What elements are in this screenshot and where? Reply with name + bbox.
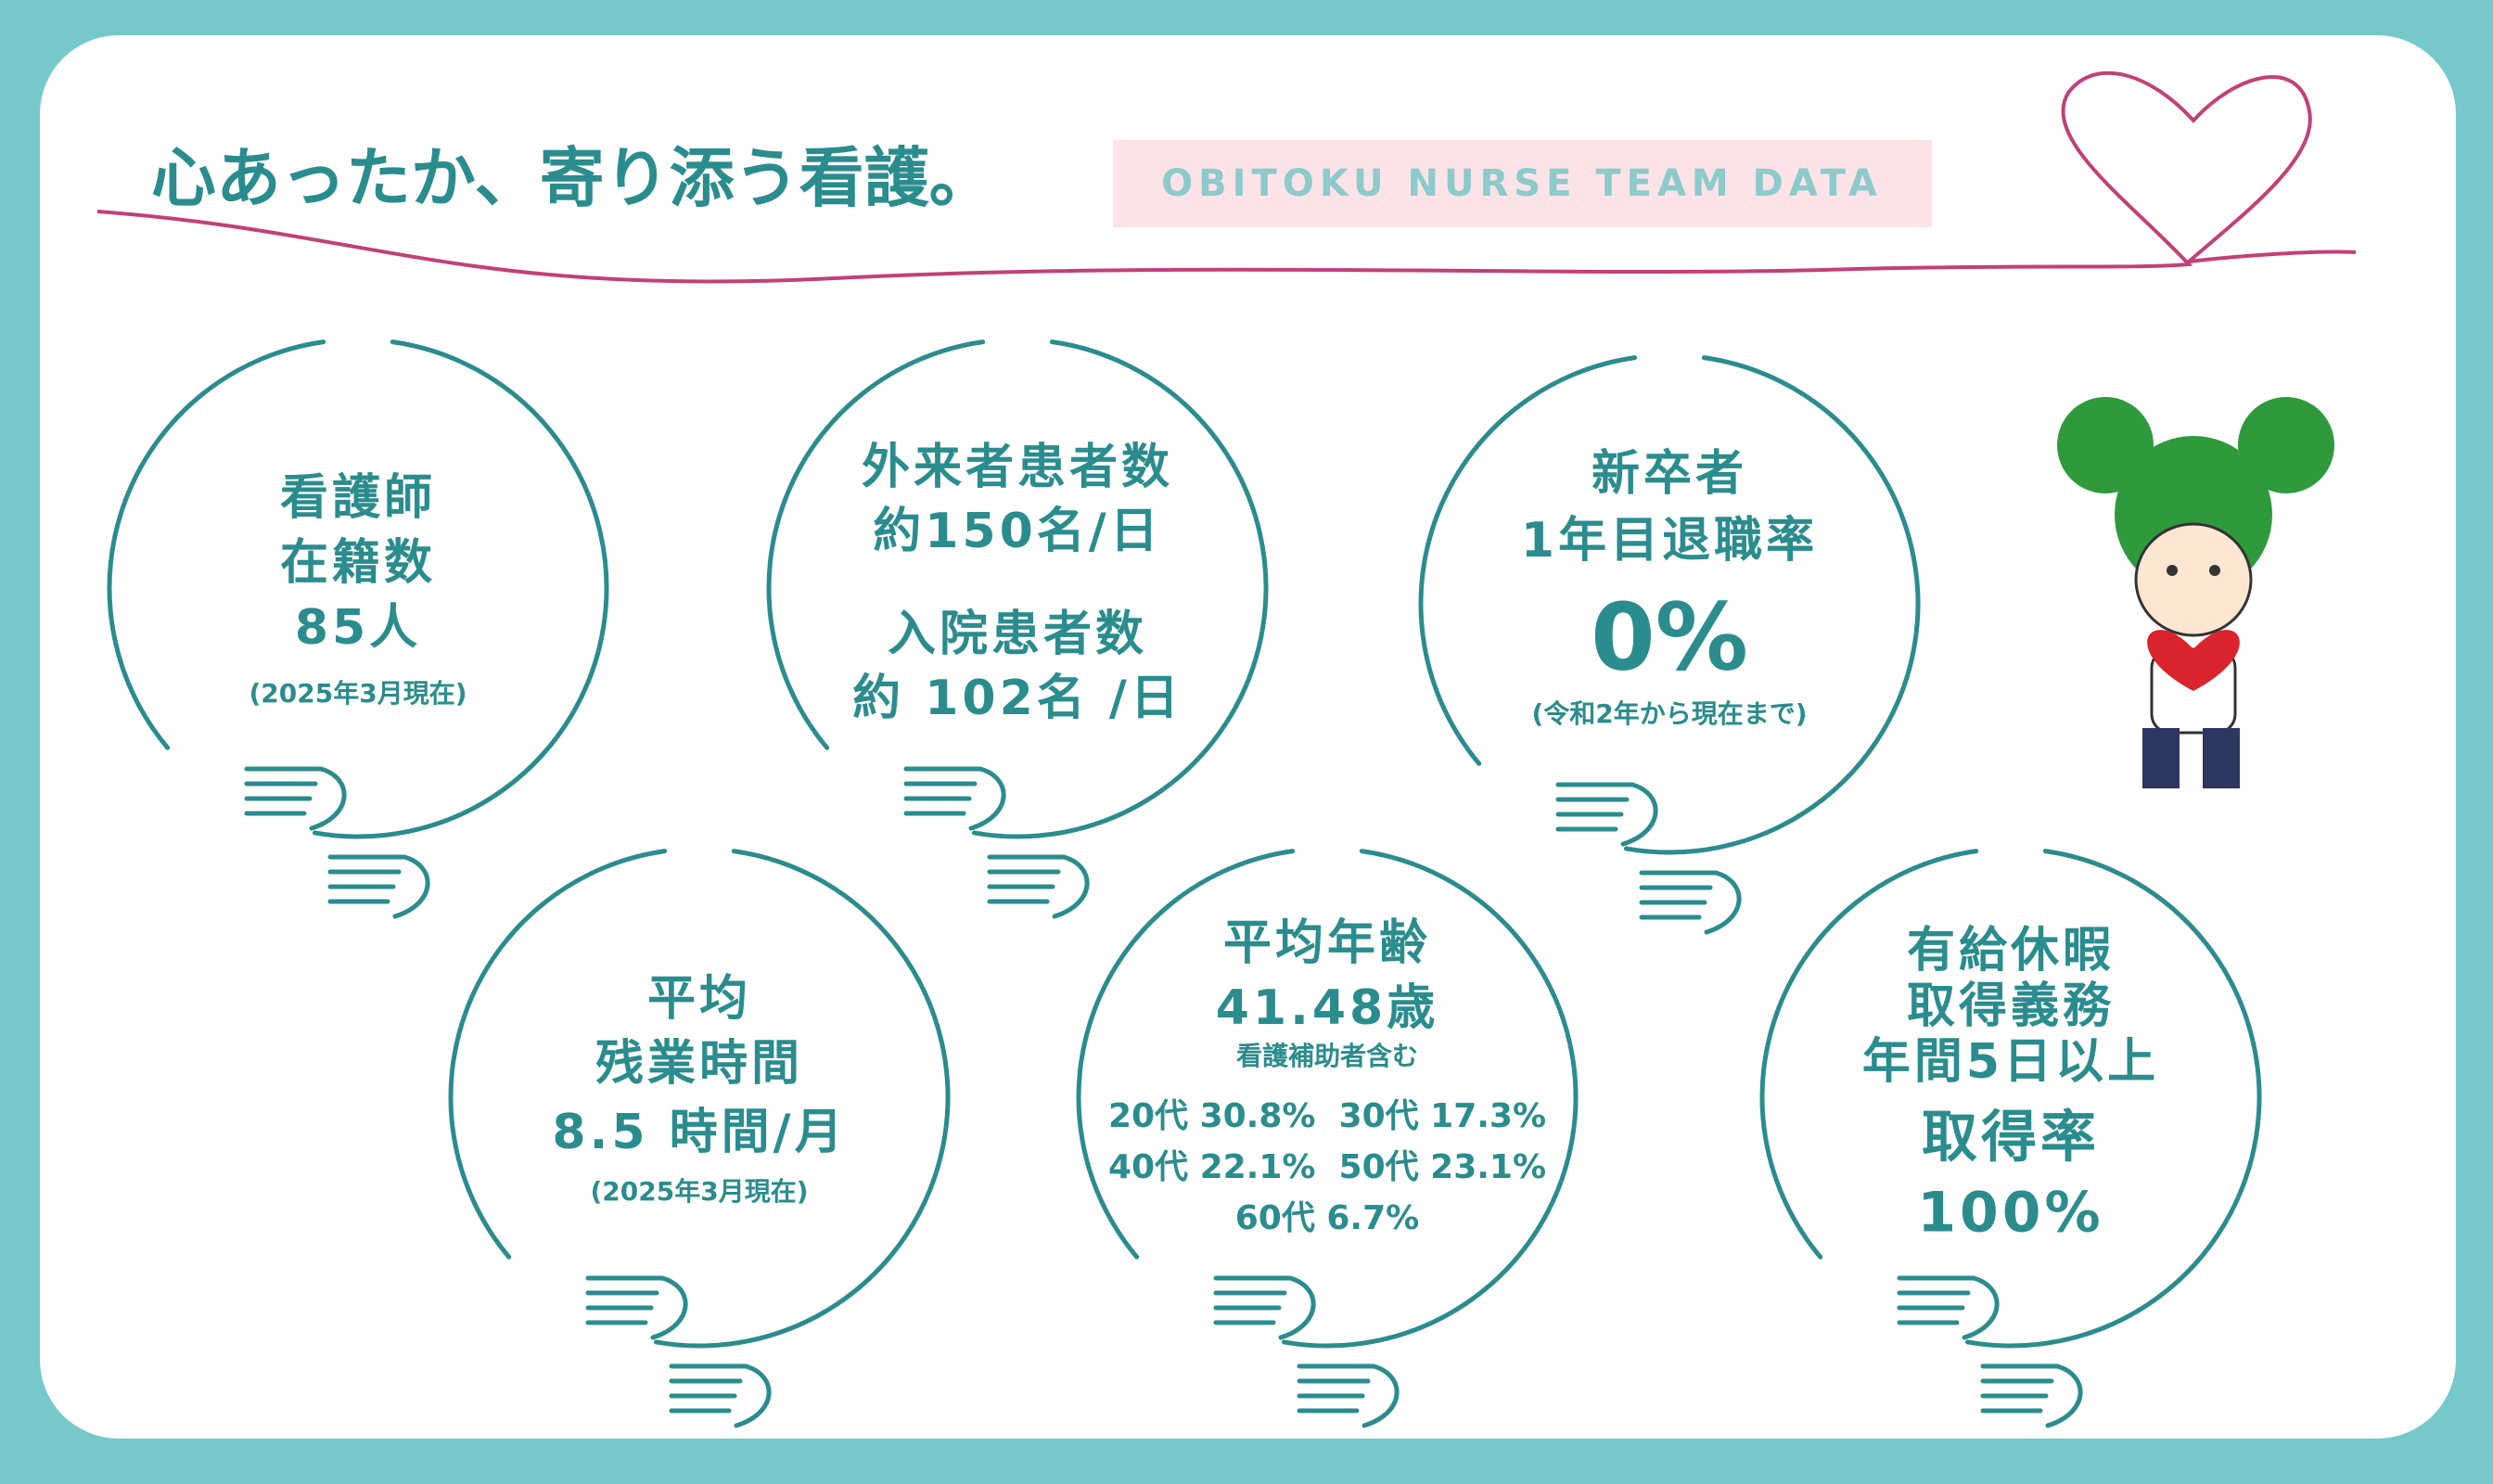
- circle-text: 年間5日以上: [1862, 1034, 2159, 1090]
- circle-text: 1年目退職率: [1521, 513, 1818, 569]
- hand: [585, 1275, 688, 1340]
- circle-text: 41.48歳: [1216, 980, 1438, 1036]
- hand: [669, 1363, 772, 1428]
- circle-note: (令和2年から現在まで): [1531, 698, 1807, 729]
- circle-text: 取得義務: [1907, 979, 2115, 1034]
- circle-text: 残業時間: [595, 1036, 803, 1092]
- circle-value: 0%: [1591, 582, 1748, 691]
- circle-note: 看護補助者含む: [1236, 1041, 1418, 1071]
- circle-text: 入院患者数: [888, 607, 1147, 662]
- circle-text: 85人: [295, 600, 421, 656]
- hand: [1639, 870, 1742, 935]
- hand: [1897, 1275, 2000, 1340]
- circle-text: 有給休暇: [1907, 923, 2115, 979]
- badge: [1113, 140, 1932, 227]
- title: 心あったか、寄り添う看護。: [151, 140, 994, 216]
- card: [40, 35, 2456, 1439]
- circle-text: 新卒者: [1592, 446, 1747, 502]
- hand: [987, 854, 1090, 919]
- circle-text: 100%: [1917, 1181, 2103, 1246]
- hand: [1980, 1363, 2083, 1428]
- circle-arc: [971, 339, 1269, 839]
- circle-text: 取得率: [1922, 1106, 2100, 1171]
- mascot: [2057, 397, 2334, 788]
- hand: [327, 854, 430, 919]
- circle-arc: [1281, 849, 1579, 1349]
- circle-text: 8.5 時間/月: [552, 1105, 846, 1160]
- circle-arc: [1964, 849, 2262, 1349]
- circle-arc: [653, 849, 951, 1349]
- circle-arc: [312, 339, 609, 839]
- circle-text: 看護師: [280, 470, 436, 526]
- hand: [244, 766, 347, 831]
- circle-arc: [766, 339, 986, 750]
- circle-text: 約150名/日: [873, 504, 1162, 559]
- circle-stat: 60代 6.7%: [1235, 1199, 1419, 1237]
- hand: [1555, 782, 1658, 847]
- circle-arc: [1623, 355, 1921, 855]
- circle-stat: 20代 30.8% 30代 17.3%: [1108, 1097, 1546, 1135]
- circle-text: 約 102名 /日: [852, 671, 1183, 726]
- circle-arc: [1418, 355, 1638, 766]
- circle-text: 外来者患者数: [862, 440, 1173, 495]
- circle-arc: [448, 849, 668, 1260]
- circle-arc: [107, 339, 326, 750]
- circle-stat: 40代 22.1% 50代 23.1%: [1108, 1148, 1546, 1186]
- circle-text: 在籍数: [280, 535, 436, 591]
- circle-text: 平均年齢: [1223, 915, 1431, 971]
- hand: [1297, 1363, 1400, 1428]
- badge-text: OBITOKU NURSE TEAM DATA: [1161, 162, 1883, 205]
- circle-arc: [1759, 849, 1979, 1260]
- circle-note: (2025年3月現在): [590, 1176, 808, 1207]
- ribbon-line: [96, 70, 2357, 284]
- circle-text: 平均: [647, 971, 751, 1027]
- circle-arc: [1076, 849, 1296, 1260]
- hand: [903, 766, 1006, 831]
- circle-note: (2025年3月現在): [249, 678, 467, 709]
- hand: [1213, 1275, 1316, 1340]
